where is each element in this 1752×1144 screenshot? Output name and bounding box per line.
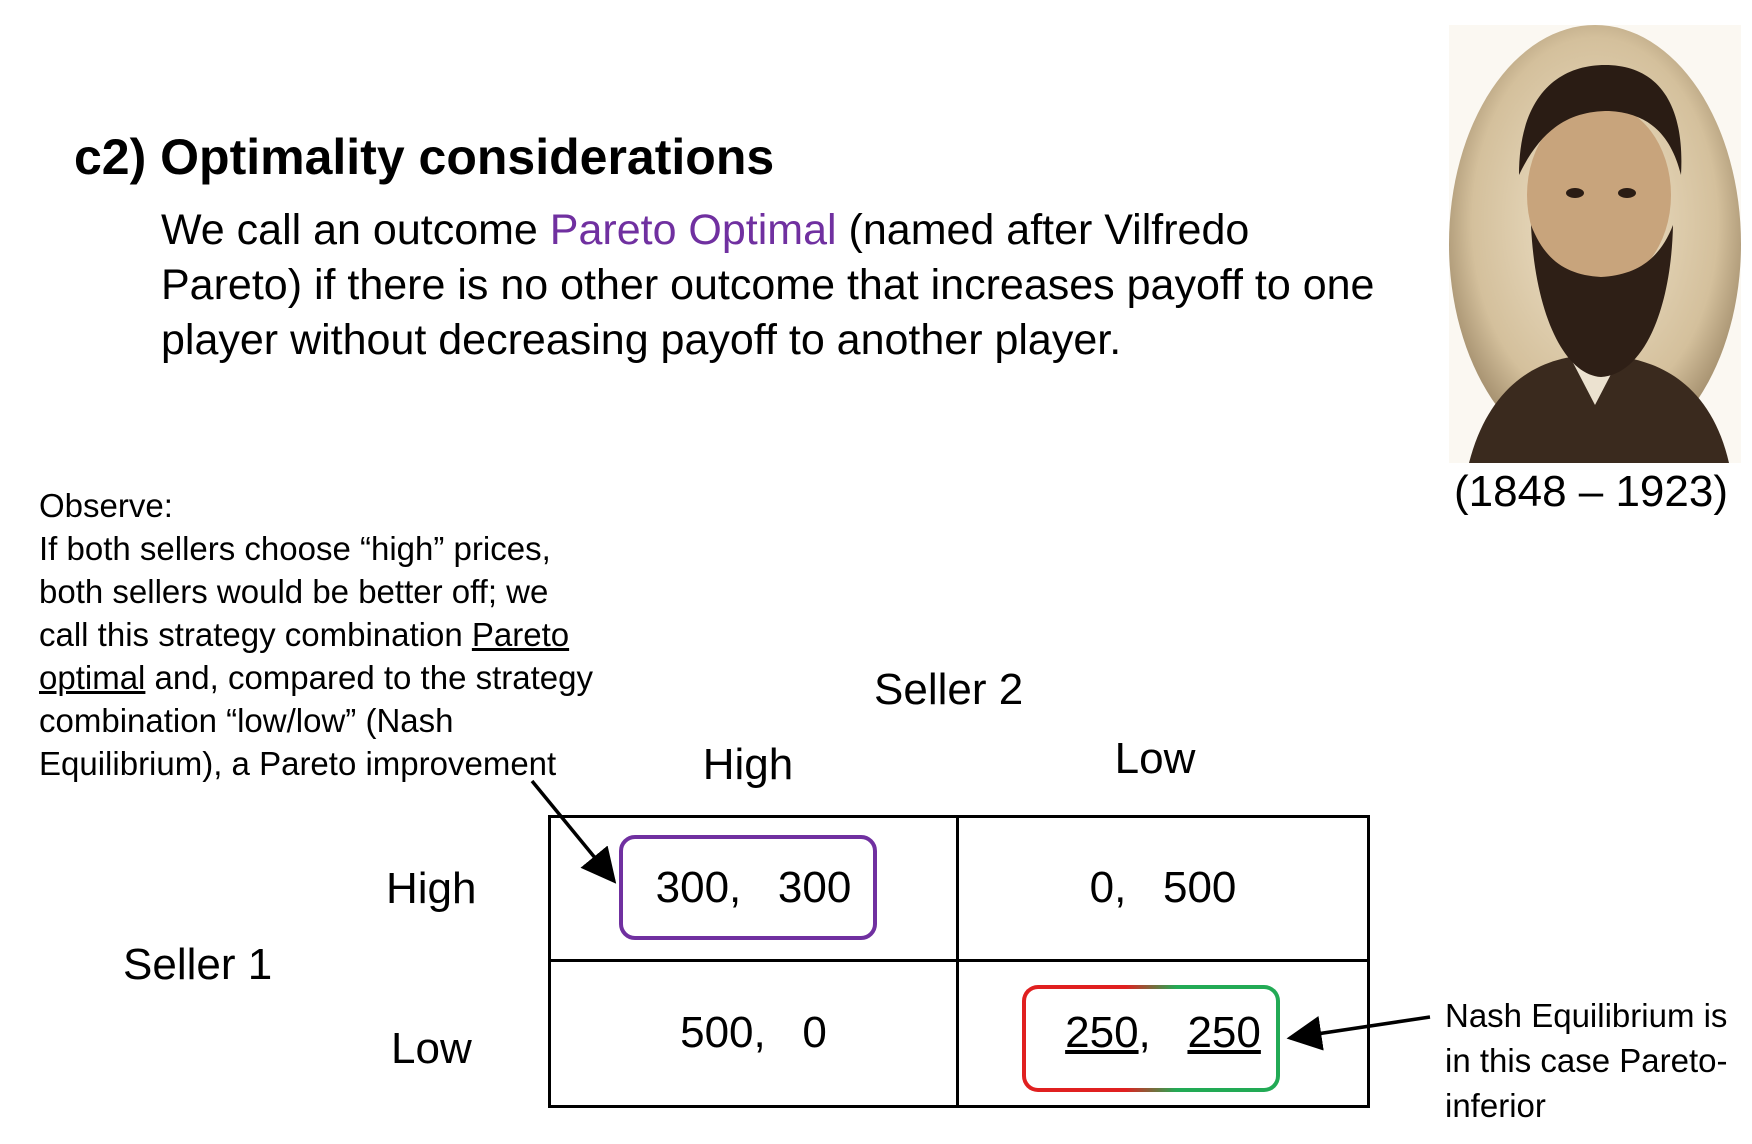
payoff-low-high: 500, 0 (551, 961, 959, 1105)
row-label-high: High (386, 864, 477, 913)
nash-equilibrium-note: Nash Equilibrium is in this case Pareto-… (1445, 997, 1728, 1124)
payoff-high-low: 0, 500 (959, 818, 1367, 962)
payoff-low-low-seller1: 250 (1065, 1008, 1139, 1058)
col-label-low: Low (1114, 734, 1196, 783)
observe-note: Observe: If both sellers choose “high” pr… (39, 484, 599, 785)
observe-title: Observe: (39, 487, 173, 524)
definition-after: (named after Vilfredo Pareto) if there i… (161, 206, 1375, 364)
payoff-low-low-seller2: 250 (1187, 1008, 1261, 1058)
payoff-high-high: 300, 300 (551, 818, 959, 962)
payoff-matrix: 300, 300 0, 500 500, 0 250, 250 (548, 815, 1370, 1108)
col-label-high: High (702, 740, 794, 789)
pareto-optimal-underlined: Pareto optimal (39, 616, 570, 696)
observe-text-2: and, compared to the strategy combinatio… (39, 659, 593, 782)
pareto-portrait (1449, 25, 1741, 463)
row-player-label: Seller 1 (123, 940, 273, 989)
payoff-low-low: 250, 250 (959, 962, 1367, 1106)
definition-before: We call an outcome (161, 206, 550, 254)
row-label-low: Low (391, 1024, 472, 1073)
observe-text-1: If both sellers choose “high” prices, bo… (39, 530, 551, 653)
slide-heading: c2) Optimality considerations (74, 129, 775, 185)
pareto-definition: We call an outcome Pareto Optimal (named… (161, 203, 1401, 368)
lifespan-years: (1848 – 1923) (1454, 467, 1728, 516)
pareto-optimal-term: Pareto Optimal (549, 206, 837, 254)
payoff-separator: , (1138, 1008, 1188, 1058)
pareto-optimal-highlight (619, 835, 877, 940)
col-player-label: Seller 2 (874, 665, 1024, 714)
nash-equilibrium-highlight (1022, 985, 1280, 1092)
